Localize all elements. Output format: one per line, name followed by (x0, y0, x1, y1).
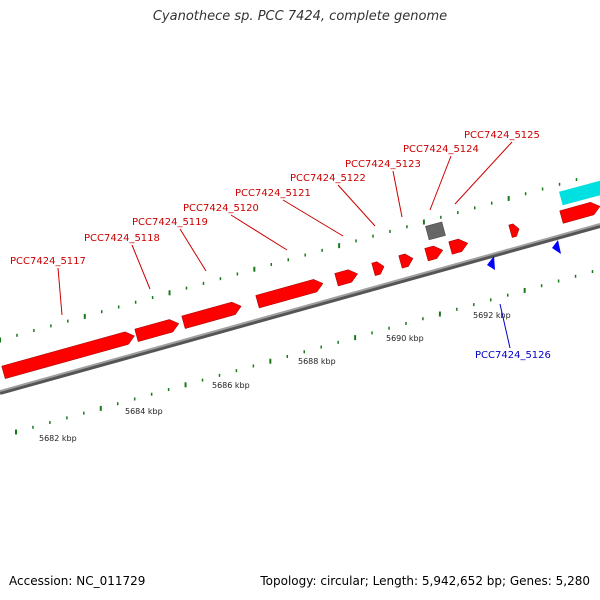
forward-gene-label: PCC7424_5117 (10, 256, 86, 267)
reverse-gene-label: PCC7424_5126 (475, 350, 551, 361)
forward-gene-arrow (398, 253, 414, 269)
gene-labels: PCC7424_5117 PCC7424_5118 PCC7424_5119 PCC7… (10, 130, 551, 361)
label-leader-line (131, 244, 151, 290)
forward-gene-label: PCC7424_5121 (235, 188, 311, 199)
label-leader-line (230, 214, 288, 251)
kbp-label: 5692 kbp (473, 311, 511, 320)
label-leader-line (392, 170, 403, 218)
label-leader-line (429, 155, 452, 211)
forward-gene-arrow (181, 301, 242, 329)
forward-gene-label: PCC7424_5118 (84, 233, 160, 244)
forward-gene-label: PCC7424_5123 (345, 159, 421, 170)
reverse-gene-arrow (487, 256, 495, 270)
forward-gene-arrow (448, 238, 469, 255)
rna-gene (559, 178, 600, 206)
label-leader-line (179, 228, 207, 272)
forward-gene-label: PCC7424_5122 (290, 173, 366, 184)
gene-features (1, 178, 600, 379)
forward-gene-arrow (1, 331, 135, 379)
forward-gene-label: PCC7424_5120 (183, 203, 259, 214)
genome-backbone (0, 223, 600, 392)
label-leader-line (499, 303, 511, 349)
label-leader-line (337, 184, 376, 227)
forward-gene-arrow (559, 201, 600, 224)
label-leader-line (282, 199, 344, 237)
map-title: Cyanothece sp. PCC 7424, complete genome (152, 9, 448, 24)
forward-gene-arrow (371, 261, 385, 276)
label-leaders (57, 141, 513, 349)
kbp-label: 5684 kbp (125, 407, 163, 416)
other-feature (425, 221, 446, 241)
forward-gene-arrow (508, 223, 520, 238)
kbp-label: 5686 kbp (212, 381, 250, 390)
kbp-label: 5690 kbp (386, 334, 424, 343)
tick-marks (0, 178, 594, 435)
kbp-label: 5688 kbp (298, 357, 336, 366)
genome-backbone-shadow (0, 224, 600, 395)
forward-gene-arrow (255, 279, 324, 309)
forward-gene-label: PCC7424_5125 (464, 130, 540, 141)
forward-gene-label: PCC7424_5119 (132, 217, 208, 228)
label-leader-line (57, 267, 63, 316)
forward-gene-arrow (424, 245, 444, 262)
kbp-label: 5682 kbp (39, 434, 77, 443)
forward-gene-label: PCC7424_5124 (403, 144, 479, 155)
kbp-labels: 5682 kbp 5684 kbp 5686 kbp 5688 kbp 5690 kbp… (39, 311, 511, 443)
accession-text: Accession: NC_011729 (9, 574, 146, 588)
forward-gene-arrow (334, 269, 359, 287)
genome-stats-text: Topology: circular; Length: 5,942,652 bp… (260, 574, 590, 588)
forward-gene-arrow (134, 319, 180, 342)
label-leader-line (454, 141, 513, 205)
reverse-gene-arrow (552, 240, 561, 254)
